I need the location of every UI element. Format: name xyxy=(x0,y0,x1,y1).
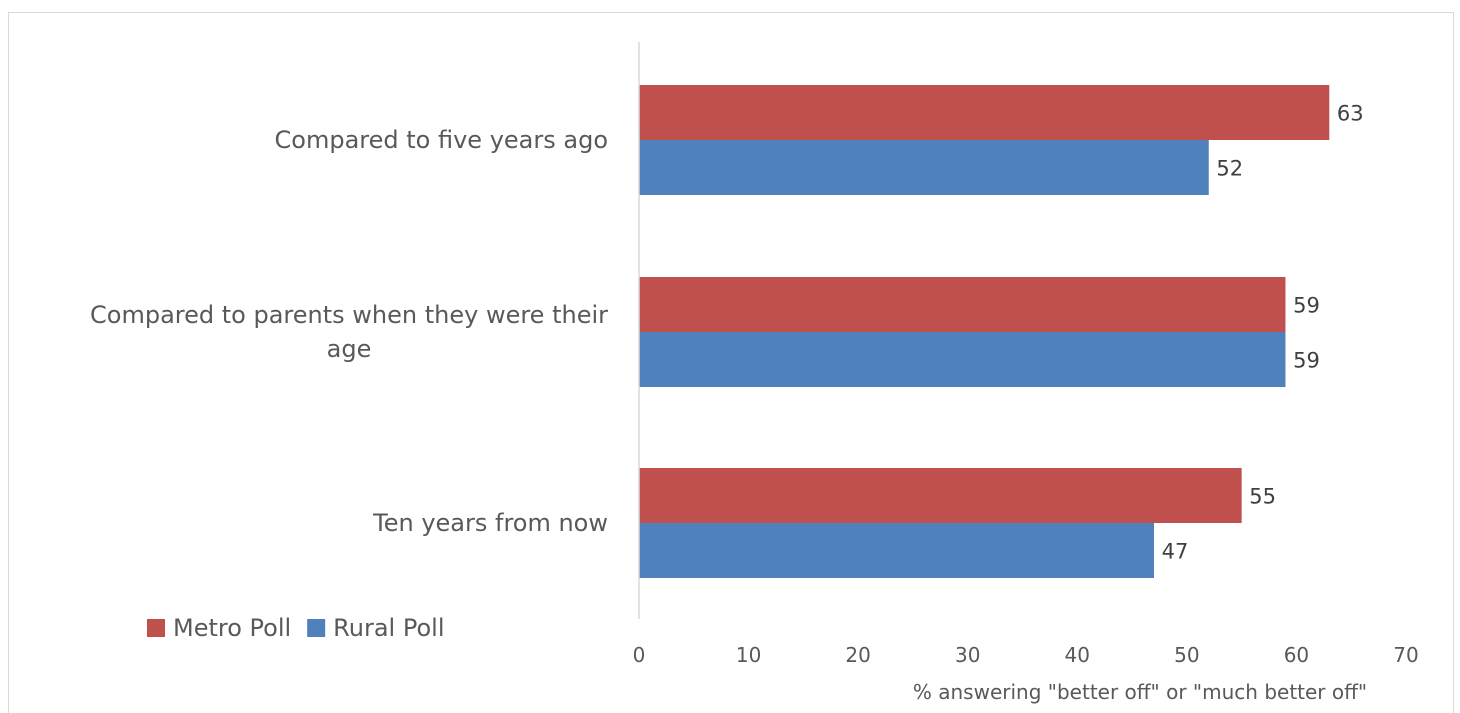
bar-rural xyxy=(639,523,1154,578)
x-tick-label: 10 xyxy=(736,643,761,667)
x-tick-label: 50 xyxy=(1174,643,1199,667)
data-label: 55 xyxy=(1249,485,1276,509)
legend-swatch xyxy=(147,619,165,637)
category-label: Ten years from now xyxy=(372,509,608,537)
x-tick-label: 40 xyxy=(1065,643,1090,667)
data-label: 52 xyxy=(1216,157,1243,181)
bar-metro xyxy=(639,277,1286,332)
bars-layer xyxy=(639,85,1330,578)
x-tick-label: 0 xyxy=(633,643,646,667)
data-label: 47 xyxy=(1162,540,1189,564)
x-tick-label: 30 xyxy=(955,643,980,667)
x-axis-title: % answering "better off" or "much better… xyxy=(913,680,1367,704)
category-label-line: Ten years from now xyxy=(372,509,608,537)
data-label: 59 xyxy=(1293,349,1320,373)
legend: Metro Poll Rural Poll xyxy=(147,614,445,642)
x-axis-ticks: 0 10 20 30 40 50 60 70 xyxy=(633,643,1419,667)
category-label: Compared to five years ago xyxy=(275,126,608,154)
bar-metro xyxy=(639,85,1330,140)
legend-label: Metro Poll xyxy=(173,614,291,642)
legend-label: Rural Poll xyxy=(333,614,444,642)
data-label: 63 xyxy=(1337,102,1364,126)
x-tick-label: 20 xyxy=(845,643,870,667)
bar-metro xyxy=(639,468,1242,523)
labels-layer: Compared to five years ago Compared to pa… xyxy=(90,102,1364,564)
legend-swatch xyxy=(307,619,326,637)
bar-rural xyxy=(639,332,1286,387)
category-label: Compared to parents when they were their… xyxy=(90,301,608,363)
x-tick-label: 60 xyxy=(1284,643,1309,667)
category-label-line: Compared to parents when they were their xyxy=(90,301,608,329)
category-label-line: Compared to five years ago xyxy=(275,126,608,154)
bar-rural xyxy=(639,140,1209,195)
data-label: 59 xyxy=(1293,294,1320,318)
category-label-line: age xyxy=(327,335,372,363)
x-tick-label: 70 xyxy=(1393,643,1418,667)
